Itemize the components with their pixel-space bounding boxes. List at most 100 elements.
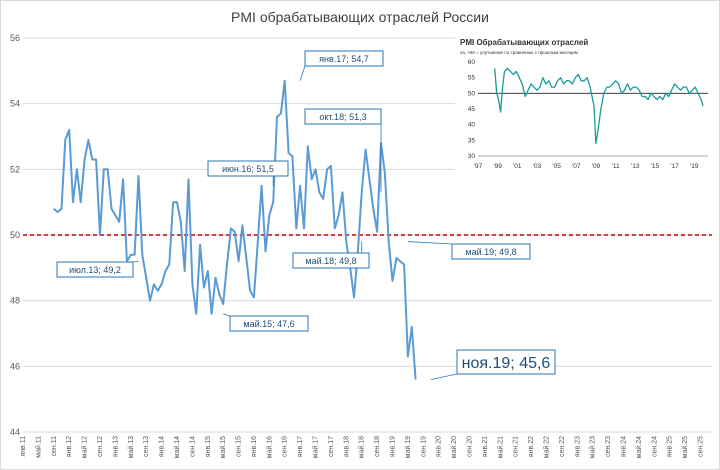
inset-series-pmi bbox=[494, 67, 704, 145]
inset-background bbox=[455, 32, 713, 180]
callout-box bbox=[304, 50, 384, 67]
callout-leader bbox=[132, 260, 139, 263]
x-tick-label: май.13 bbox=[127, 436, 135, 458]
x-tick-label: сен.24 bbox=[651, 436, 658, 457]
y-tick-label: 48 bbox=[10, 296, 20, 306]
callout-label: окт.18; 51,3 bbox=[319, 112, 366, 122]
x-tick-label: сен.25 bbox=[697, 436, 704, 457]
x-tick-label: янв.25 bbox=[667, 436, 674, 457]
x-tick-label: янв.17 bbox=[297, 436, 304, 457]
inset-y-tick-label: 45 bbox=[468, 106, 476, 113]
inset-x-tick-label: '01 bbox=[513, 163, 522, 170]
callout: май.18; 49,8 bbox=[292, 241, 370, 269]
series-pmi-russia bbox=[53, 79, 417, 380]
callout-label: май.18; 49,8 bbox=[305, 256, 356, 266]
callout-label: янв.17; 54,7 bbox=[319, 54, 369, 64]
x-tick-label: май.23 bbox=[589, 436, 597, 458]
x-tick-label: сен.18 bbox=[374, 436, 381, 457]
x-tick-label: сен.17 bbox=[328, 436, 335, 457]
inset-x-tick-label: '19 bbox=[690, 163, 699, 170]
callout-box bbox=[292, 252, 370, 269]
x-tick-label: сен.13 bbox=[143, 436, 150, 457]
x-tick-label: сен.20 bbox=[467, 436, 474, 457]
y-tick-label: 54 bbox=[10, 99, 20, 109]
inset-x-tick-label: '05 bbox=[552, 163, 561, 170]
x-tick-label: май.19 bbox=[404, 436, 412, 458]
inset-x-tick-label: '99 bbox=[493, 163, 502, 170]
inset-series-line bbox=[494, 67, 704, 145]
x-tick-label: сен.16 bbox=[282, 436, 289, 457]
callout-label: май.15; 47,6 bbox=[243, 319, 294, 329]
callout-label: июл.13; 49,2 bbox=[69, 265, 121, 275]
callout: окт.18; 51,3 bbox=[304, 108, 382, 193]
inset-x-tick-label: '09 bbox=[592, 163, 601, 170]
x-tick-label: янв.20 bbox=[436, 436, 443, 457]
inset-x-axis-ticks: '97 '99 '01 '03 '05 '07 '09 '11 '13 '15 '17 '19 bbox=[474, 163, 699, 170]
callout-leader bbox=[299, 65, 306, 81]
x-tick-label: май.14 bbox=[173, 436, 181, 458]
y-axis-ticks: 44 46 48 50 52 54 56 bbox=[10, 33, 20, 437]
x-tick-label: янв.23 bbox=[574, 436, 581, 457]
x-tick-label: май.17 bbox=[312, 436, 320, 458]
callout: июн.16; 51,5 bbox=[207, 160, 289, 186]
x-tick-label: сен.15 bbox=[236, 436, 243, 457]
x-tick-label: янв.19 bbox=[390, 436, 397, 457]
callout-box bbox=[304, 108, 382, 125]
x-tick-label: янв.16 bbox=[251, 436, 258, 457]
inset-x-tick-label: '03 bbox=[533, 163, 542, 170]
inset-x-tick-label: '97 bbox=[474, 163, 483, 170]
callout-box bbox=[56, 261, 134, 278]
x-tick-label: янв.24 bbox=[620, 436, 627, 457]
x-tick-label: сен.19 bbox=[420, 436, 427, 457]
y-tick-label: 52 bbox=[10, 164, 20, 174]
callout-leader bbox=[407, 241, 453, 245]
x-tick-label: янв.21 bbox=[482, 436, 489, 457]
y-tick-label: 46 bbox=[10, 361, 20, 371]
x-tick-label: янв.15 bbox=[205, 436, 212, 457]
series-line bbox=[53, 79, 417, 380]
callout-leader bbox=[223, 313, 231, 317]
callout-box bbox=[456, 349, 556, 375]
callout-label: май.19; 49,8 bbox=[465, 247, 516, 257]
inset-y-tick-label: 40 bbox=[468, 122, 476, 129]
callout-leader bbox=[430, 373, 458, 380]
inset-y-tick-label: 50 bbox=[468, 90, 476, 97]
inset-y-tick-label: 30 bbox=[468, 153, 476, 160]
inset-x-tick-label: '15 bbox=[651, 163, 660, 170]
x-tick-label: янв.18 bbox=[343, 436, 350, 457]
x-tick-label: сен.23 bbox=[605, 436, 612, 457]
inset-x-tick-label: '07 bbox=[572, 163, 581, 170]
x-tick-label: май.24 bbox=[635, 436, 643, 458]
callout: июл.13; 49,2 bbox=[56, 260, 139, 278]
callout: май.15; 47,6 bbox=[223, 313, 309, 332]
inset-y-tick-label: 55 bbox=[468, 75, 476, 82]
inset-x-tick-label: '17 bbox=[670, 163, 679, 170]
x-tick-label: сен.21 bbox=[513, 436, 520, 457]
x-tick-label: янв.12 bbox=[66, 436, 73, 457]
x-tick-label: май.16 bbox=[265, 436, 273, 458]
callout: ноя.19; 45,6 bbox=[430, 349, 556, 380]
x-tick-label: май.11 bbox=[34, 436, 42, 458]
inset-y-tick-label: 60 bbox=[468, 59, 476, 66]
callout: май.19; 49,8 bbox=[407, 241, 531, 260]
x-tick-label: май.15 bbox=[219, 436, 227, 458]
x-tick-label: май.20 bbox=[450, 436, 458, 458]
x-axis-ticks: янв.11 май.11 сен.11 янв.12 май.12 сен.12 янв.… bbox=[20, 436, 704, 458]
inset-chart: PMI Обрабатывающих отраслей sa, >50 = ул… bbox=[455, 32, 713, 180]
x-tick-label: май.21 bbox=[496, 436, 504, 458]
inset-x-tick-label: '13 bbox=[631, 163, 640, 170]
callout-box bbox=[229, 315, 309, 332]
x-tick-label: май.25 bbox=[681, 436, 689, 458]
callout-label: ноя.19; 45,6 bbox=[462, 355, 551, 372]
inset-y-axis-ticks: 30 35 40 45 50 55 60 bbox=[468, 59, 708, 160]
inset-y-tick-label: 35 bbox=[468, 137, 476, 144]
x-tick-label: май.22 bbox=[542, 436, 550, 458]
x-tick-label: сен.11 bbox=[51, 436, 58, 457]
x-tick-label: янв.14 bbox=[159, 436, 166, 457]
callouts: июл.13; 49,2 май.15; 47,6 июн.16; 51,5 янв.… bbox=[56, 50, 556, 380]
x-tick-label: янв.22 bbox=[528, 436, 535, 457]
y-tick-label: 44 bbox=[10, 427, 20, 437]
x-tick-label: сен.14 bbox=[189, 436, 196, 457]
y-tick-label: 56 bbox=[10, 33, 20, 43]
